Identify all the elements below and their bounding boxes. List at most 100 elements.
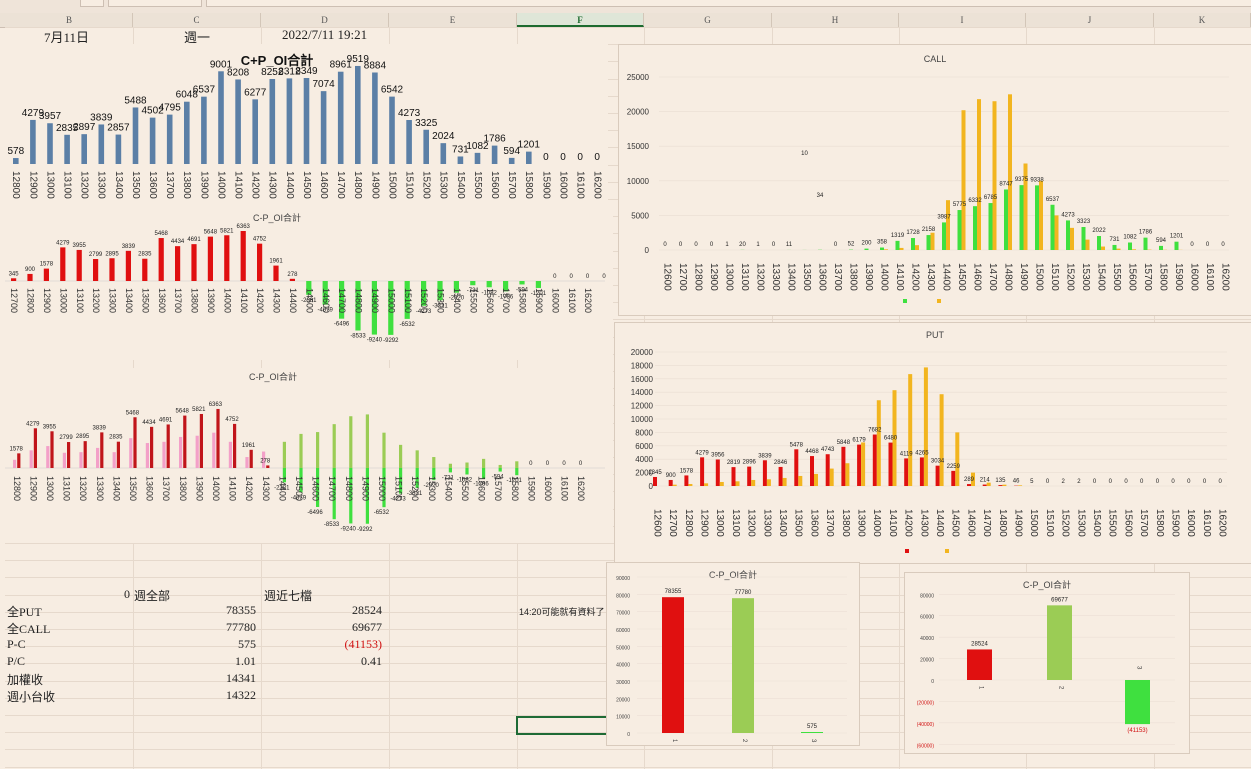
summary-week-near-value[interactable]: 0.41 <box>361 654 382 668</box>
data-label: 358 <box>877 240 888 246</box>
summary-week-near-value[interactable]: 28524 <box>352 603 382 617</box>
summary-row-label[interactable]: 週小台收 <box>7 690 56 704</box>
x-tick-label: 13000 <box>44 171 55 199</box>
date-cell[interactable]: 7月11日 <box>44 30 90 45</box>
bar <box>880 247 884 250</box>
data-label: 0 <box>1219 479 1223 485</box>
x-tick-label: 13400 <box>111 476 121 501</box>
bar <box>1101 246 1105 250</box>
chart-call[interactable]: CALL 0 5000 10000 15000 20000 25000 0 0 0 0 1 20 1 0 1… <box>618 44 1251 316</box>
chart-week-near[interactable]: C-P_OI合計 (60000) (40000) (20000) 0 20000 4000… <box>904 572 1190 754</box>
summary-week-all-value[interactable]: 78355 <box>226 603 256 617</box>
data-label: 578 <box>7 146 24 157</box>
bar <box>895 240 900 250</box>
chart-total-oi[interactable]: C+P_OI合計 578 4279 3957 2835 2897 3839 2857 5488… <box>5 44 608 210</box>
summary-row-label[interactable]: P/C <box>7 654 26 668</box>
bar <box>526 151 532 164</box>
selected-cell[interactable] <box>516 716 608 735</box>
chart-put[interactable]: PUT 0 2000 4000 6000 8000 10000 12000 14000 1600… <box>614 322 1251 564</box>
timestamp-cell[interactable]: 2022/7/11 19:21 <box>282 27 368 42</box>
x-tick-label: 16100 <box>1204 263 1215 291</box>
data-label: 2896 <box>743 460 757 466</box>
column-header-f[interactable]: F <box>517 13 644 27</box>
x-tick-label: 13600 <box>816 263 827 291</box>
summary-week-all-value[interactable]: 77780 <box>226 620 256 634</box>
data-label: 0 <box>602 274 606 280</box>
summary-row-label[interactable]: P-C <box>7 637 26 651</box>
x-tick-label: 14300 <box>267 171 278 199</box>
bar <box>201 96 207 164</box>
x-tick-label: 14300 <box>925 263 936 291</box>
bar <box>332 468 336 520</box>
bar <box>491 145 498 164</box>
summary-row-label[interactable]: 加權收 <box>7 673 44 687</box>
summary-week-all-value[interactable]: 14341 <box>226 671 256 685</box>
x-tick-label: 13800 <box>847 263 858 291</box>
x-tick-label: 15900 <box>1173 263 1184 291</box>
chart-cp-diff-2[interactable]: C-P_OI合計 1578 4279 3955 2799 2895 3839 2835 546… <box>5 368 613 543</box>
summary-week-near-value[interactable]: 69677 <box>352 620 382 634</box>
column-header-b[interactable]: B <box>6 13 133 27</box>
x-tick-label: 14900 <box>1018 263 1029 291</box>
bar <box>212 432 216 468</box>
summary-week-all-value[interactable]: 1.01 <box>235 654 256 668</box>
data-label: -8533 <box>324 522 340 528</box>
column-header-g[interactable]: G <box>644 13 772 27</box>
y-tick-label: 60000 <box>920 615 934 621</box>
column-header-i[interactable]: I <box>899 13 1026 27</box>
data-label: 10 <box>801 151 808 157</box>
bar <box>946 200 950 250</box>
weekday-cell[interactable]: 週一 <box>184 30 211 45</box>
bar <box>486 281 492 288</box>
tab-stub[interactable] <box>206 0 1251 7</box>
bar <box>112 452 116 468</box>
column-header-e[interactable]: E <box>389 13 517 27</box>
column-header-j[interactable]: J <box>1026 13 1154 27</box>
x-tick-label: 13300 <box>95 476 105 501</box>
summary-week-all-value[interactable]: 14322 <box>226 688 256 702</box>
x-tick-label: 14800 <box>1002 263 1013 291</box>
column-header-c[interactable]: C <box>133 13 261 27</box>
data-label: 2895 <box>76 434 90 440</box>
x-tick-label: 15100 <box>403 288 413 313</box>
summary-col1-header[interactable]: 週全部 <box>134 589 171 603</box>
y-tick-label: 20000 <box>627 108 650 117</box>
x-tick-label: 13300 <box>96 171 107 199</box>
tab-stub[interactable] <box>80 0 104 7</box>
bar <box>199 413 203 468</box>
column-header-k[interactable]: K <box>1154 13 1251 27</box>
chart-week-all[interactable]: C-P_OI合計 0 10000 20000 30000 40000 50000 60000… <box>606 562 860 746</box>
chart-cp-diff-1[interactable]: C-P_OI合計 345 900 1578 4279 3955 2799 2895 3839 2… <box>5 210 613 360</box>
x-tick-label: 12600 <box>651 509 662 537</box>
x-tick-label: 15400 <box>1095 263 1106 291</box>
column-header-d[interactable]: D <box>261 13 389 27</box>
x-tick-label: 16200 <box>576 476 586 501</box>
bar <box>11 278 17 281</box>
x-tick-label: 15100 <box>394 476 404 501</box>
data-label: -3321 <box>432 303 448 309</box>
bar <box>339 281 345 319</box>
x-tick-label: 15500 <box>468 288 478 313</box>
summary-week-all-value[interactable]: 575 <box>238 637 256 651</box>
bar <box>982 484 987 486</box>
summary-row-label[interactable]: 全PUT <box>7 605 42 619</box>
data-label: 6537 <box>1046 197 1060 203</box>
bar <box>731 467 736 486</box>
note-cell[interactable]: 14:20可能就有資料了 <box>519 607 605 617</box>
x-tick-label: 14800 <box>354 288 364 313</box>
x-tick-label: 15200 <box>1060 509 1071 537</box>
bar <box>448 468 452 473</box>
tab-stub[interactable] <box>108 0 202 7</box>
summary-week-near-value[interactable]: (41153) <box>344 637 382 651</box>
summary-col2-header[interactable]: 週近七檔 <box>264 589 313 603</box>
x-tick-label: 12900 <box>27 171 38 199</box>
column-header-h[interactable]: H <box>772 13 899 27</box>
x-tick-label: 15900 <box>526 476 536 501</box>
summary-zero[interactable]: 0 <box>124 587 130 601</box>
data-label: 5648 <box>176 409 190 415</box>
data-label: 1578 <box>40 262 54 268</box>
summary-row-label[interactable]: 全CALL <box>7 622 51 636</box>
chart-title: PUT <box>926 330 945 340</box>
data-label: -3321 <box>407 491 423 497</box>
data-label: 1319 <box>891 233 905 239</box>
